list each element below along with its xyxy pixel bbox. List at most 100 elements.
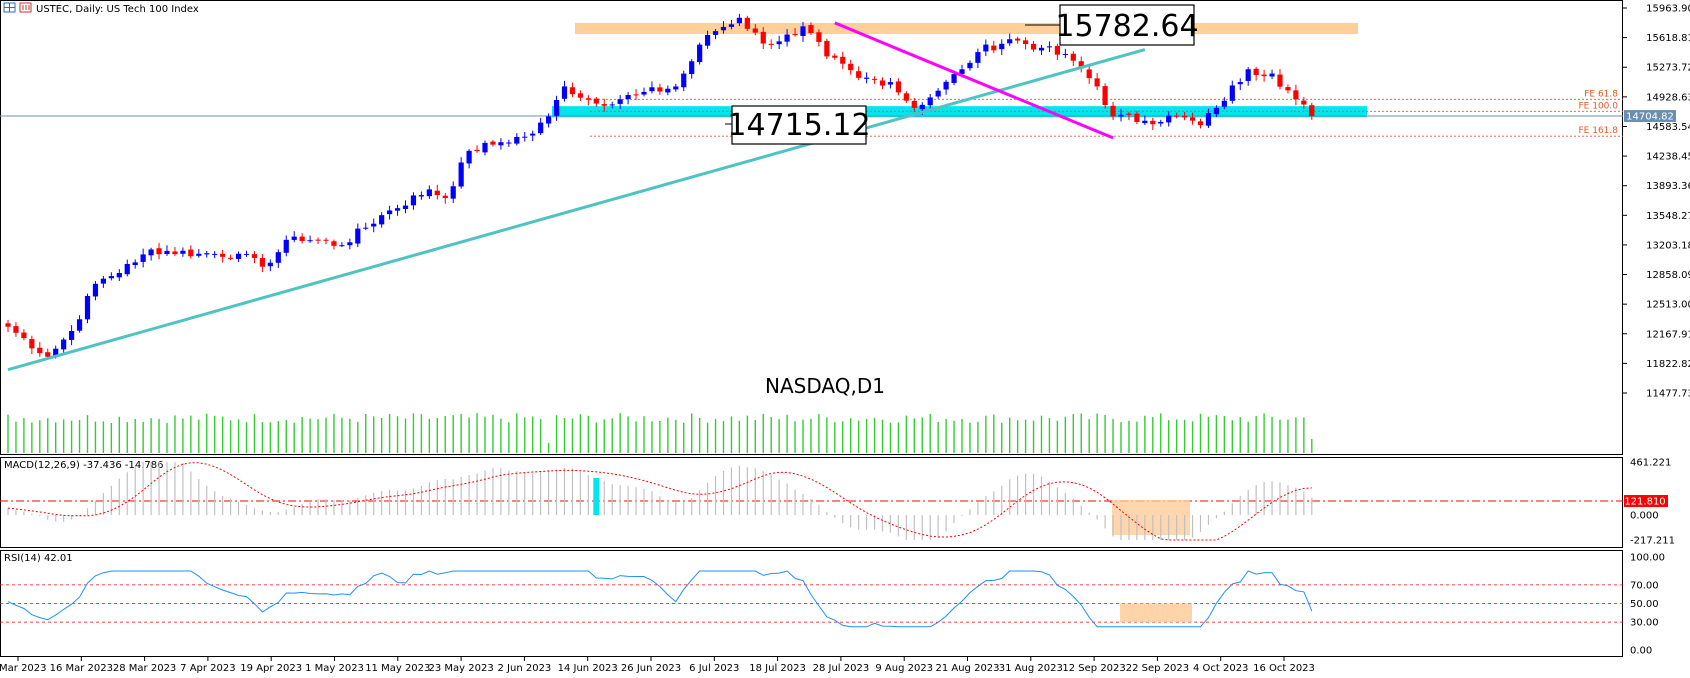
time-tick-label: 12 Sep 2023 — [1062, 663, 1125, 674]
candle — [474, 145, 480, 153]
candle — [943, 79, 949, 95]
time-tick-label: 28 Mar 2023 — [113, 663, 176, 674]
rsi-highlight-box — [1120, 603, 1192, 623]
candle — [871, 76, 878, 84]
grid-icon[interactable] — [3, 2, 16, 13]
candle — [13, 322, 19, 337]
candle — [911, 98, 917, 113]
rsi-tick-label: 100.00 — [1630, 553, 1665, 564]
candle — [1277, 69, 1283, 90]
candle — [84, 293, 91, 324]
time-tick-label: 22 Sep 2023 — [1126, 663, 1189, 674]
candle — [1293, 84, 1299, 106]
candle — [1070, 51, 1076, 67]
candle — [1174, 112, 1180, 119]
candle — [816, 29, 822, 47]
candle — [1221, 97, 1227, 110]
fe-level-label: FE 100.0 — [1579, 101, 1619, 111]
candle — [1094, 73, 1100, 90]
candle — [331, 239, 337, 250]
macd-axis: 461.221 121.810 0.000 -217.211 — [1624, 458, 1675, 547]
candle — [689, 59, 695, 79]
candle — [29, 335, 35, 355]
candle — [927, 93, 933, 110]
candle — [553, 95, 560, 121]
candle — [1086, 64, 1092, 84]
candle — [561, 80, 568, 102]
trendline-uptrend[interactable] — [7, 48, 1146, 372]
candle — [490, 139, 496, 147]
candle — [148, 247, 154, 261]
candle — [633, 89, 639, 100]
candle — [1038, 44, 1045, 55]
price-tick-label: 13548.27 — [1646, 211, 1690, 222]
candle — [188, 245, 194, 259]
candle — [1015, 36, 1021, 44]
annotation-low: 14715.12 — [725, 105, 871, 145]
candle — [800, 21, 806, 42]
candle — [339, 242, 345, 248]
rsi-panel: RSI(14) 42.01 — [0, 553, 1623, 628]
candle — [1237, 78, 1243, 91]
candle — [1158, 119, 1164, 127]
candle — [482, 140, 488, 156]
candle — [355, 223, 361, 248]
time-tick-label: 23 May 2023 — [428, 663, 493, 674]
candle — [1182, 111, 1188, 121]
bars-icon[interactable] — [19, 2, 32, 13]
candle — [1110, 102, 1116, 120]
price-tick-label: 11477.73 — [1646, 389, 1690, 400]
candle — [116, 269, 122, 282]
time-tick-label: 18 Jul 2023 — [749, 663, 806, 674]
candle — [681, 70, 687, 92]
candle — [673, 84, 679, 92]
trendline-downtrend[interactable] — [834, 21, 1114, 140]
candle — [784, 29, 790, 47]
price-tick-label: 11822.82 — [1646, 359, 1690, 370]
candle — [402, 200, 409, 214]
candle — [259, 254, 265, 273]
chart-header: USTEC, Daily: US Tech 100 Index — [3, 2, 199, 15]
candle — [275, 249, 281, 268]
panel-frames — [0, 0, 1623, 657]
price-tick-label: 15963.90 — [1646, 4, 1690, 15]
candle — [1030, 40, 1037, 52]
candle — [426, 185, 432, 199]
price-tick-label: 13203.18 — [1646, 240, 1690, 251]
candle — [522, 131, 528, 142]
candle — [251, 251, 258, 264]
symbol-title: USTEC, Daily: US Tech 100 Index — [36, 4, 199, 15]
current-price-tag — [1624, 110, 1676, 123]
candle — [864, 72, 870, 84]
price-tick-label: 12167.91 — [1646, 329, 1690, 340]
candle — [999, 39, 1005, 56]
candle — [498, 138, 504, 150]
candle — [220, 249, 226, 263]
candle — [315, 237, 321, 245]
candle — [728, 19, 735, 30]
candle — [1023, 37, 1029, 50]
candle — [530, 130, 536, 142]
macd-panel-frame — [0, 457, 1623, 548]
rsi-line — [7, 570, 1313, 628]
candle — [1285, 84, 1291, 94]
candle — [1166, 111, 1172, 127]
candle — [180, 247, 186, 257]
candle — [720, 21, 727, 34]
rsi-tick-label: 30.00 — [1630, 618, 1659, 629]
candle — [450, 181, 456, 204]
rsi-tick-label: 0.00 — [1630, 646, 1652, 657]
macd-reference-tag — [1624, 495, 1668, 508]
candle — [283, 235, 289, 257]
candle — [1150, 117, 1156, 130]
candle — [577, 90, 583, 102]
candle — [1253, 66, 1259, 81]
price-tick-label: 13893.36 — [1646, 181, 1690, 192]
candle — [92, 281, 99, 301]
macd-panel: MACD(12,26,9) -37.436 -14.786 — [0, 460, 1623, 541]
candle — [538, 117, 544, 135]
candle — [776, 35, 782, 50]
candle — [1078, 56, 1084, 73]
candle — [1245, 67, 1251, 86]
candle — [204, 250, 210, 258]
